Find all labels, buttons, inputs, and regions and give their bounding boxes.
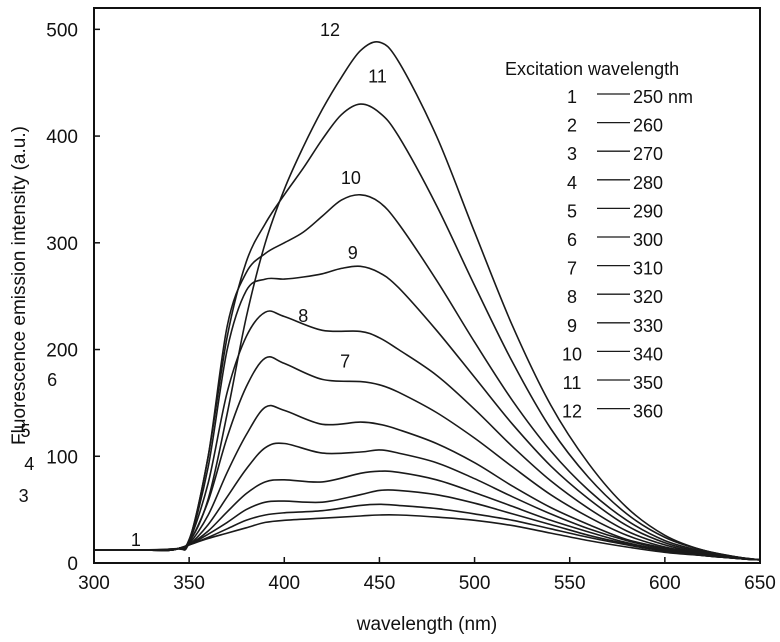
legend-number: 7 <box>567 259 577 279</box>
curve-label-8: 8 <box>298 306 308 326</box>
legend-number: 10 <box>562 344 582 364</box>
series-line-12 <box>93 41 761 561</box>
legend-number: 6 <box>567 230 577 250</box>
x-tick-label: 400 <box>268 573 300 594</box>
series-lines <box>93 41 761 561</box>
legend-number: 9 <box>567 316 577 336</box>
curve-label-12: 12 <box>320 20 340 40</box>
legend-label: 260 <box>633 116 663 136</box>
legend-number: 12 <box>562 402 582 422</box>
legend-label: 250 nm <box>633 87 693 107</box>
legend-title: Excitation wavelength <box>505 59 679 79</box>
legend: Excitation wavelength 1 250 nm 2 260 3 270 4 28… <box>505 59 693 422</box>
legend-number: 8 <box>567 287 577 307</box>
y-tick-label: 500 <box>46 20 78 41</box>
legend-number: 4 <box>567 173 577 193</box>
curve-label-1: 1 <box>131 530 141 550</box>
curve-label-5: 5 <box>20 421 30 441</box>
legend-label: 310 <box>633 259 663 279</box>
curve-label-7: 7 <box>340 352 350 372</box>
y-tick-label: 200 <box>46 341 78 362</box>
x-tick-label: 600 <box>649 573 681 594</box>
curve-label-9: 9 <box>348 243 358 263</box>
legend-label: 360 <box>633 402 663 422</box>
x-tick-label: 500 <box>459 573 491 594</box>
x-tick-label: 650 <box>744 573 776 594</box>
x-tick-label: 350 <box>173 573 205 594</box>
legend-number: 11 <box>563 373 582 393</box>
x-tick-label: 450 <box>364 573 396 594</box>
y-tick-label: 0 <box>67 554 78 575</box>
legend-label: 270 <box>633 144 663 164</box>
curve-label-3: 3 <box>19 486 29 506</box>
legend-label: 320 <box>633 287 663 307</box>
legend-number: 1 <box>567 87 577 107</box>
y-tick-label: 300 <box>46 234 78 255</box>
y-tick-label: 100 <box>46 447 78 468</box>
series-line-11 <box>93 103 761 561</box>
legend-label: 350 <box>633 373 663 393</box>
legend-label: 300 <box>633 230 663 250</box>
y-axis-title: Fluorescence emission intensity (a.u.) <box>9 126 30 445</box>
curve-label-6: 6 <box>47 370 57 390</box>
legend-label: 340 <box>633 344 663 364</box>
legend-entries: 1 250 nm 2 260 3 270 4 280 5 290 6 300 7 310 8 320 9 330 1… <box>562 87 693 422</box>
legend-number: 3 <box>567 144 577 164</box>
x-tick-label: 300 <box>78 573 110 594</box>
y-tick-label: 400 <box>46 127 78 148</box>
plot-frame <box>93 7 761 564</box>
x-axis-title: wavelength (nm) <box>356 614 497 635</box>
curve-labels: 1 3 4 5 6 7 8 9 10 11 12 <box>19 20 387 550</box>
curve-label-4: 4 <box>24 454 34 474</box>
legend-number: 5 <box>567 201 577 221</box>
legend-label: 280 <box>633 173 663 193</box>
curve-label-10: 10 <box>341 168 361 188</box>
legend-label: 290 <box>633 201 663 221</box>
legend-label: 330 <box>633 316 663 336</box>
series-line-6 <box>94 404 761 561</box>
curve-label-11: 11 <box>368 67 387 87</box>
legend-number: 2 <box>567 116 577 136</box>
x-tick-label: 550 <box>554 573 586 594</box>
y-axis-title-group: Fluorescence emission intensity (a.u.) <box>9 126 30 445</box>
